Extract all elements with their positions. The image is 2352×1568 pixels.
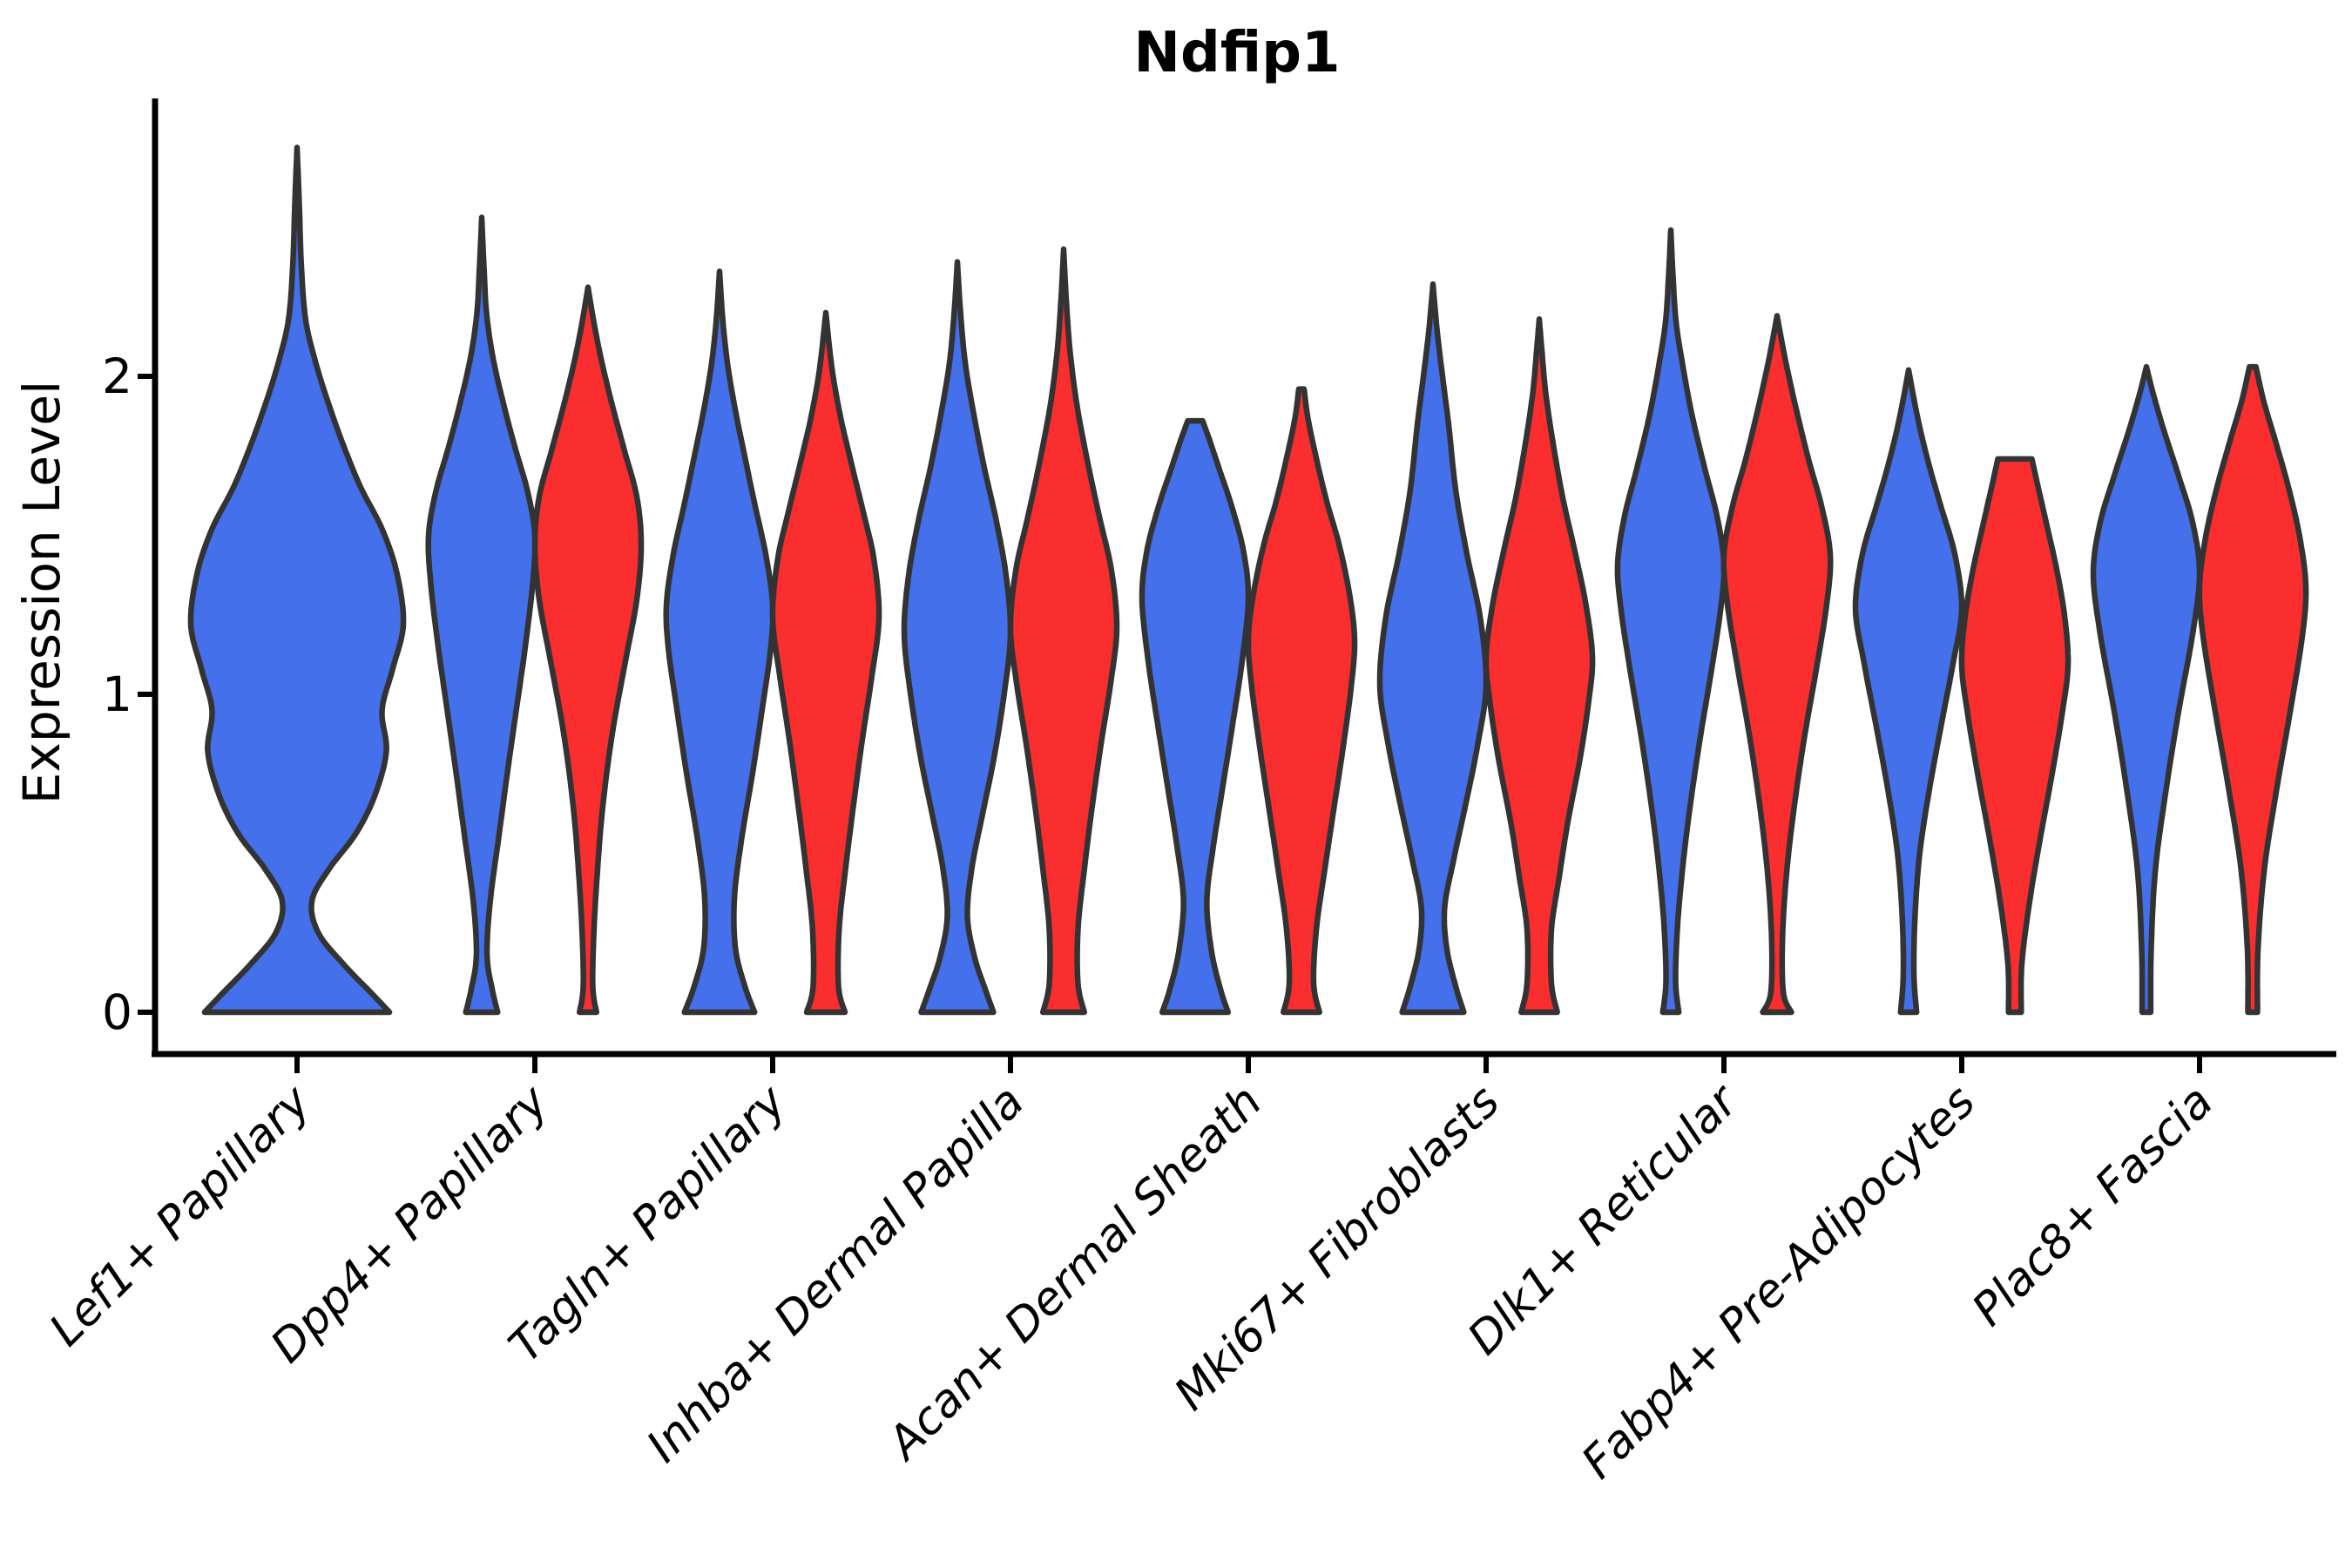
violin-red-fabp4-pre-adipocytes xyxy=(1958,456,2072,1016)
violin-red-acan-dermal-sheath xyxy=(1245,386,1358,1016)
violin-blue-tagln-papillary xyxy=(663,268,776,1016)
x-tick-label: Acan+ Dermal Sheath xyxy=(876,1076,1272,1471)
violin-blue-fabp4-pre-adipocytes xyxy=(1852,367,1965,1016)
violin-red-tagln-papillary xyxy=(769,309,882,1016)
y-axis-ticks: 0 1 2 xyxy=(102,348,155,1040)
violin-series xyxy=(187,144,2309,1016)
y-axis-label: Expression Level xyxy=(12,381,71,804)
violin-red-plac8-fascia xyxy=(2196,363,2309,1016)
x-tick-label: Fabp4+ Pre-Adipocytes xyxy=(1572,1076,1986,1490)
violin-blue-dpp4-papillary xyxy=(425,214,538,1016)
violin-red-dlk1-reticular xyxy=(1720,313,1834,1016)
violin-blue-lef1-papillary xyxy=(187,144,407,1016)
violin-red-mki67-fibroblasts xyxy=(1483,316,1596,1016)
violin-blue-mki67-fibroblasts xyxy=(1376,280,1490,1016)
violin-blue-dlk1-reticular xyxy=(1614,226,1727,1016)
violin-blue-acan-dermal-sheath xyxy=(1139,417,1252,1016)
violin-blue-plac8-fascia xyxy=(2090,363,2203,1016)
violin-red-dpp4-papillary xyxy=(531,284,645,1016)
plot-title: Ndfip1 xyxy=(1133,21,1340,85)
y-tick-label: 2 xyxy=(102,348,132,404)
x-tick-label: Inhba+ Dermal Papilla xyxy=(637,1076,1034,1473)
y-tick-label: 0 xyxy=(102,984,132,1040)
x-tick-label: Plac8+ Fascia xyxy=(1963,1076,2223,1336)
x-tick-label: Lef1+ Papillary xyxy=(40,1075,321,1356)
violin-blue-inhba-dermal-papilla xyxy=(901,259,1014,1016)
violin-red-inhba-dermal-papilla xyxy=(1007,246,1120,1016)
y-tick-label: 1 xyxy=(102,666,132,722)
